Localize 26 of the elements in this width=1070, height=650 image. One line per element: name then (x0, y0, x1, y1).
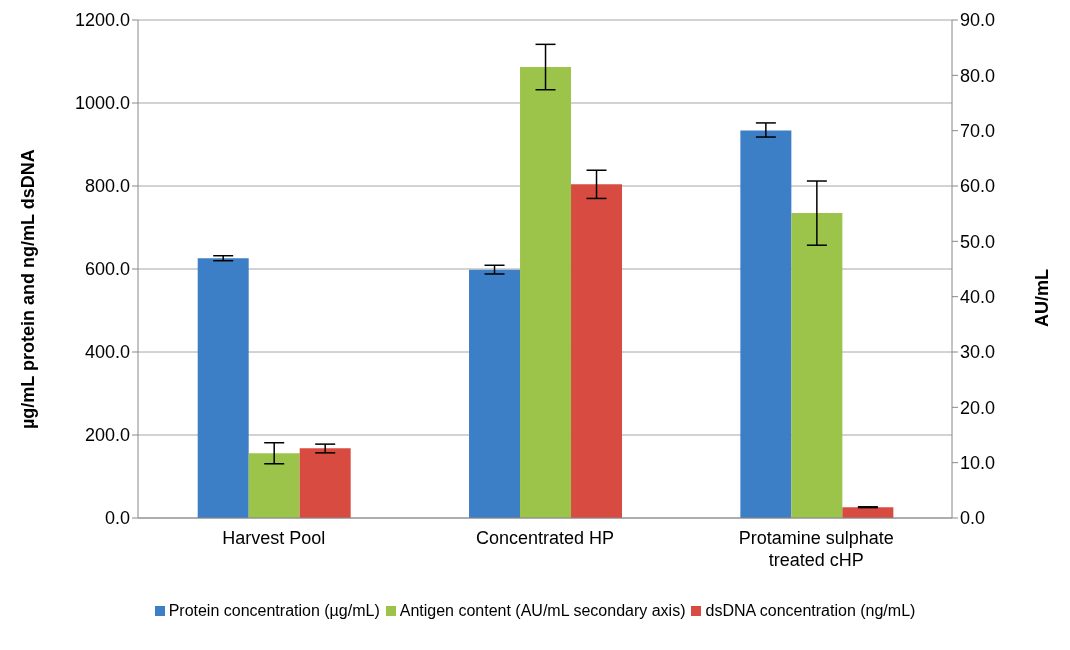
y-tick-label: 400.0 (84, 342, 130, 363)
y2-tick-label: 40.0 (960, 287, 996, 308)
y2-tick-label: 30.0 (960, 342, 996, 363)
y-axis-title: µg/mL protein and ng/mL dsDNA (18, 149, 39, 429)
y2-axis-title: AU/mL (1032, 269, 1053, 327)
x-tick-label: Concentrated HP (475, 528, 615, 548)
y2-tick-label: 10.0 (960, 453, 996, 474)
y-tick-label: 0.0 (104, 508, 130, 529)
y2-tick-label: 20.0 (960, 397, 996, 418)
y2-tick-label: 0.0 (960, 508, 986, 529)
y2-tick-label: 70.0 (960, 121, 996, 142)
y2-tick-label: 50.0 (960, 231, 996, 252)
y2-tick-label: 90.0 (960, 10, 996, 31)
y-tick-label: 600.0 (84, 259, 130, 280)
y-tick-label: 1200.0 (74, 10, 130, 31)
y-tick-label: 1000.0 (74, 93, 130, 114)
legend-label: Antigen content (AU/mL secondary axis) (398, 602, 686, 620)
x-tick-label: Protamine sulphate treated cHP (738, 528, 894, 570)
y2-tick-label: 80.0 (960, 65, 996, 86)
legend-label: dsDNA concentration (ng/mL) (704, 602, 916, 620)
x-tick-label: Harvest Pool (222, 528, 326, 548)
y2-tick-label: 60.0 (960, 176, 996, 197)
bar (197, 258, 249, 518)
y-tick-label: 800.0 (84, 176, 130, 197)
y-tick-label: 200.0 (84, 425, 130, 446)
legend-label: Protein concentration (µg/mL) (167, 602, 380, 620)
